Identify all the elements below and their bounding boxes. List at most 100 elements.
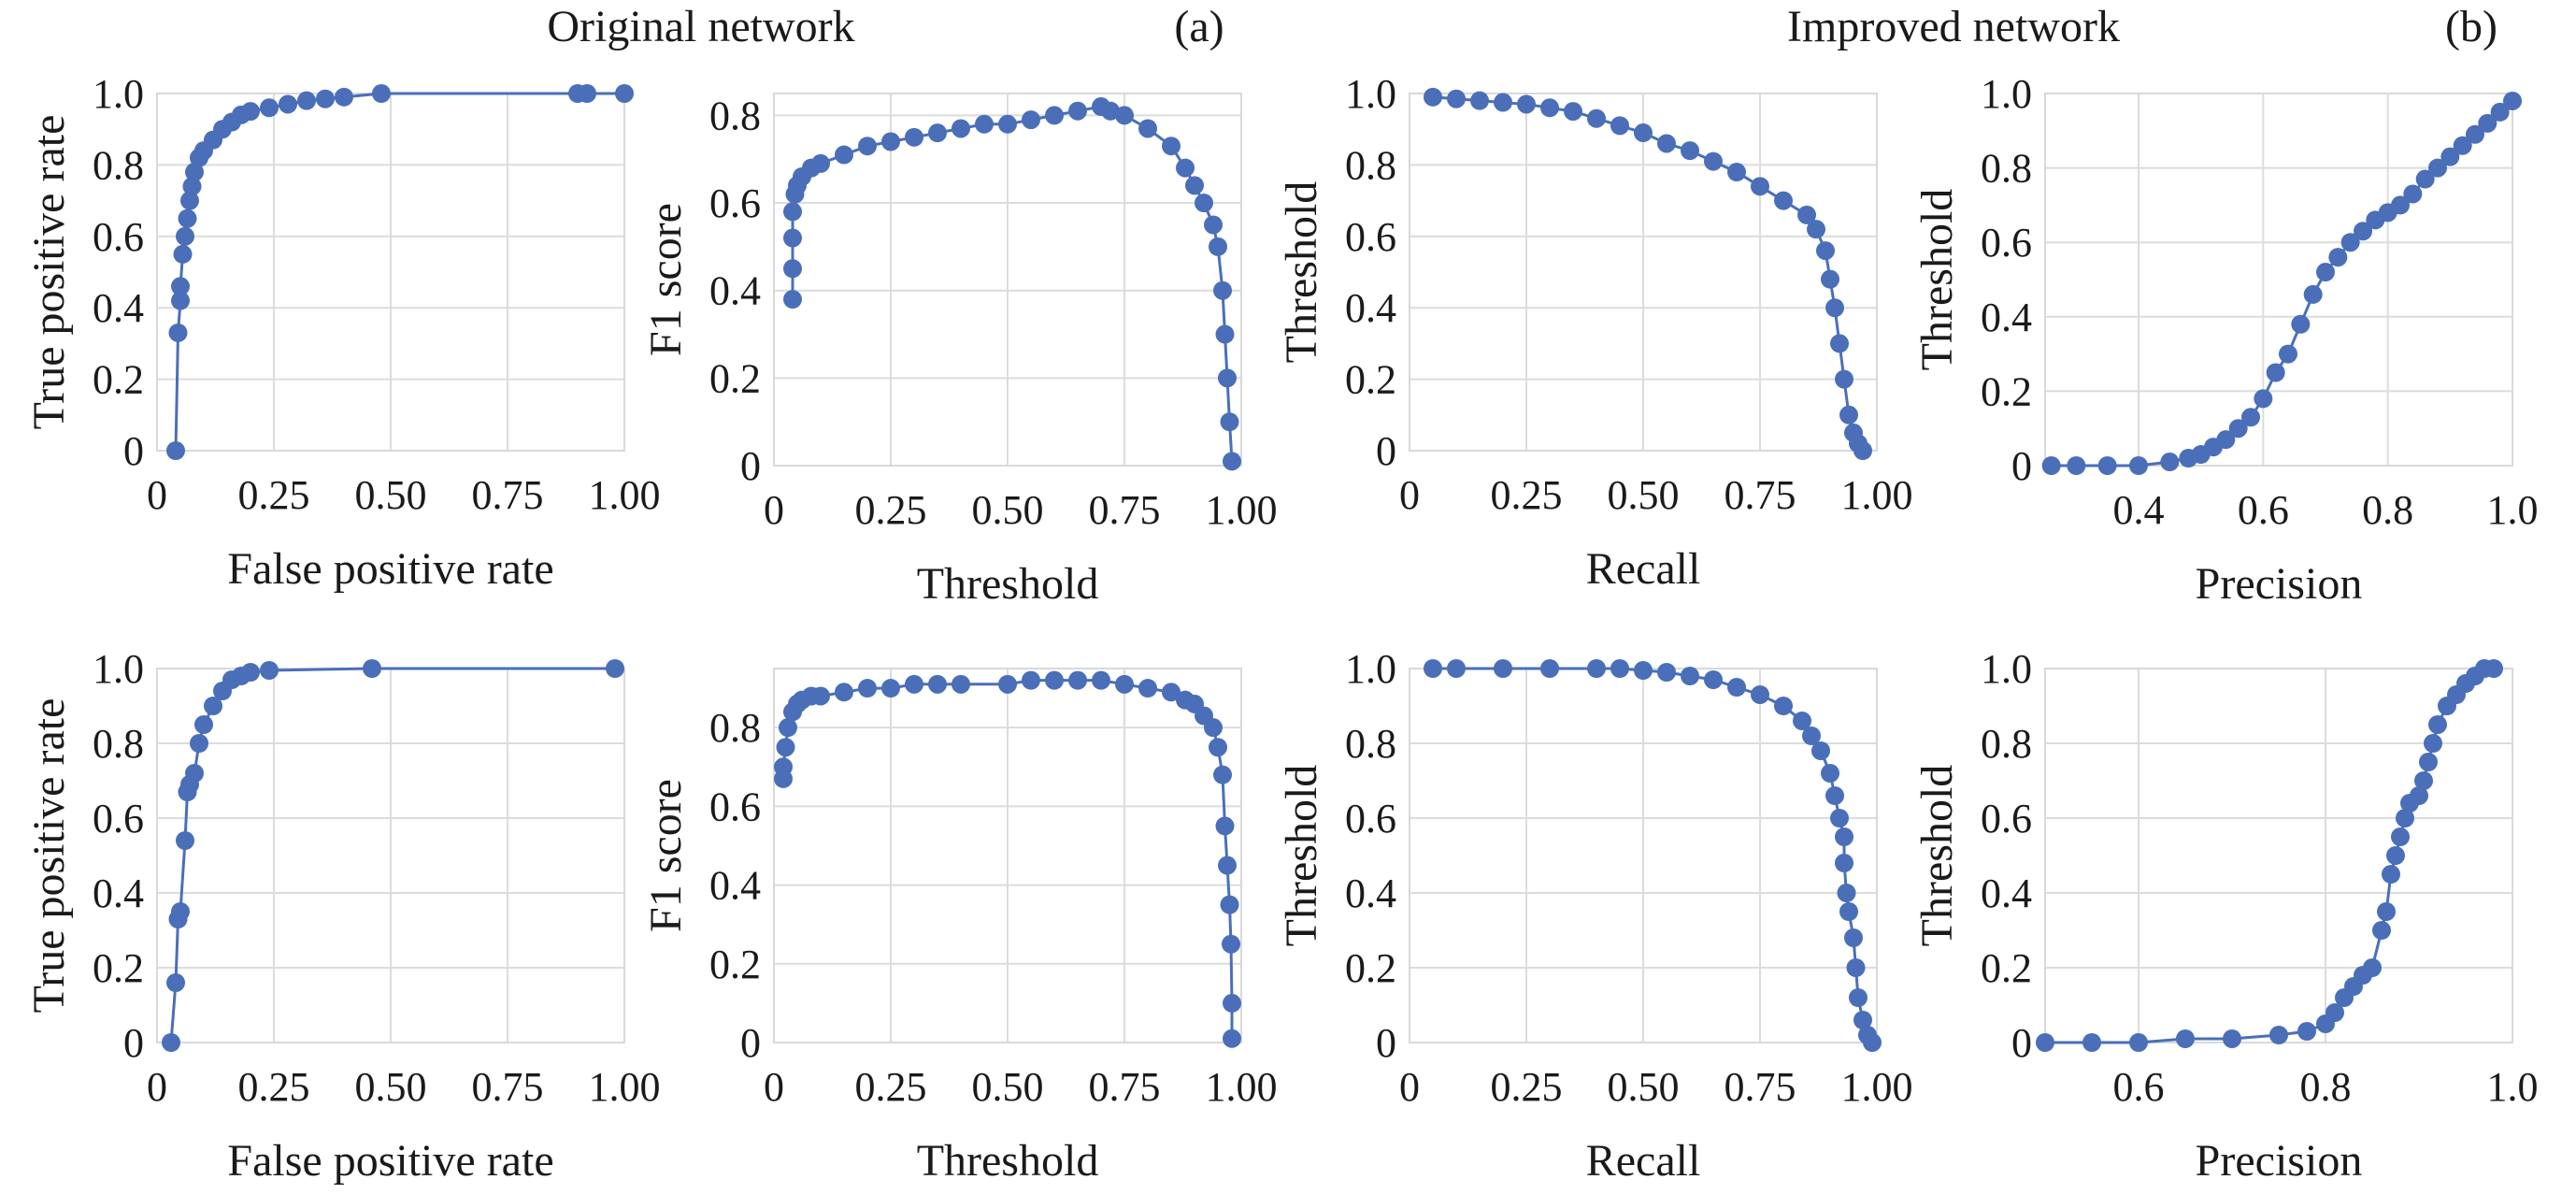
data-point [2269, 1026, 2288, 1044]
x-axis-label: False positive rate [227, 1136, 553, 1186]
data-point [1839, 902, 1858, 921]
data-point [1218, 368, 1237, 388]
data-point [835, 145, 853, 165]
y-tick-label: 0.4 [1345, 285, 1396, 331]
data-point [2503, 91, 2522, 110]
data-point [2041, 456, 2061, 475]
panel-2: 0 0.25 0.50 0.75 1.00 0 0.2 0.4 0.6 0.8 Threshold F… [641, 93, 1278, 609]
panel-7: 0 0.25 0.50 0.75 1.00 0 0.2 0.4 0.6 0.8 1.0 Recall T… [1277, 646, 1913, 1186]
data-point [1610, 659, 1629, 678]
y-tick-label: 0.8 [709, 93, 761, 138]
data-point [1807, 220, 1825, 239]
group-title-original: Original network [547, 2, 854, 51]
data-point [1447, 659, 1466, 678]
x-axis-label: Precision [2196, 559, 2363, 609]
data-point [190, 734, 208, 753]
data-point [171, 291, 190, 310]
group-tag-original: (a) [1174, 2, 1224, 51]
y-tick-label: 0 [1376, 428, 1396, 474]
data-point [335, 87, 353, 107]
y-axis-label: F1 score [641, 203, 691, 356]
x-axis-label: Precision [2196, 1136, 2363, 1186]
data-point [881, 679, 900, 698]
data-point [2428, 715, 2447, 734]
y-tick-label: 1.0 [1345, 646, 1396, 692]
data-point [1830, 334, 1849, 353]
data-point [194, 715, 213, 734]
y-tick-label: 0.4 [93, 870, 144, 916]
data-point [2241, 408, 2260, 427]
data-point [2129, 1033, 2148, 1052]
data-point [2297, 1022, 2316, 1041]
y-axis-label: Threshold [1912, 765, 1962, 947]
x-axis-label: False positive rate [227, 544, 553, 594]
data-point [1215, 816, 1235, 836]
x-tick-label: 0 [764, 1064, 784, 1110]
y-tick-label: 0.4 [709, 863, 761, 909]
data-point [2216, 430, 2236, 450]
y-tick-label: 0.4 [1981, 870, 2032, 916]
group-tag-improved: (b) [2445, 2, 2497, 51]
x-tick-label: 0.25 [238, 472, 310, 518]
data-point [1835, 827, 1853, 846]
x-tick-label: 0.75 [1089, 487, 1161, 533]
data-point [2303, 284, 2323, 304]
data-point [1802, 726, 1821, 745]
data-point [2326, 1003, 2344, 1022]
data-point [2396, 809, 2414, 827]
x-tick-label: 0.6 [2238, 487, 2289, 533]
data-point [1839, 405, 1858, 424]
data-point [2415, 169, 2435, 189]
data-point [1162, 137, 1181, 156]
y-tick-label: 0.2 [709, 942, 761, 987]
data-point [1045, 670, 1064, 690]
data-point [1218, 856, 1237, 875]
x-tick-label: 0.75 [472, 472, 544, 518]
x-tick-label: 0.8 [2300, 1064, 2352, 1110]
y-axis-label: Threshold [1277, 181, 1326, 364]
y-tick-label: 0 [123, 428, 144, 474]
data-point [1587, 108, 1606, 128]
y-axis-label: Threshold [1912, 189, 1962, 371]
data-point [811, 153, 830, 173]
data-point [1751, 177, 1769, 196]
y-tick-label: 0.2 [709, 355, 761, 401]
data-point [1564, 102, 1582, 122]
y-tick-label: 0 [1376, 1020, 1396, 1066]
data-point [578, 84, 596, 103]
panel-4: 0.4 0.6 0.8 1.0 0 0.2 0.4 0.6 0.8 1.0 Precision Thr… [1912, 71, 2539, 609]
data-point [783, 228, 802, 248]
x-tick-label: 0.6 [2113, 1064, 2165, 1110]
data-point [1681, 667, 1699, 685]
y-tick-label: 0.6 [93, 214, 144, 260]
data-point [1811, 741, 1830, 760]
data-point [162, 1033, 180, 1052]
data-point [176, 831, 194, 850]
data-point [2067, 456, 2086, 475]
y-tick-label: 0 [2011, 1020, 2032, 1066]
data-point [615, 84, 634, 103]
data-point [297, 91, 316, 110]
y-tick-label: 0.2 [1345, 945, 1396, 991]
data-point [1115, 674, 1134, 694]
y-tick-label: 0.8 [709, 705, 761, 751]
data-point [1138, 119, 1157, 138]
data-point [2466, 124, 2484, 144]
data-point [1825, 786, 1844, 805]
y-tick-label: 0.2 [1345, 357, 1396, 403]
data-point [260, 98, 279, 118]
data-point [1774, 191, 1793, 210]
x-tick-label: 1.00 [1841, 472, 1913, 518]
data-point [881, 132, 900, 151]
data-point [1195, 194, 1213, 213]
data-point [2340, 233, 2360, 252]
y-axis-label: True positive rate [24, 115, 74, 430]
data-point [2082, 1033, 2101, 1052]
data-point [182, 177, 202, 196]
series-line [169, 667, 615, 1043]
x-tick-label: 0.25 [1491, 1064, 1563, 1110]
data-point [1424, 87, 1442, 107]
y-tick-label: 0.6 [709, 180, 761, 226]
x-tick-label: 0.50 [972, 487, 1044, 533]
